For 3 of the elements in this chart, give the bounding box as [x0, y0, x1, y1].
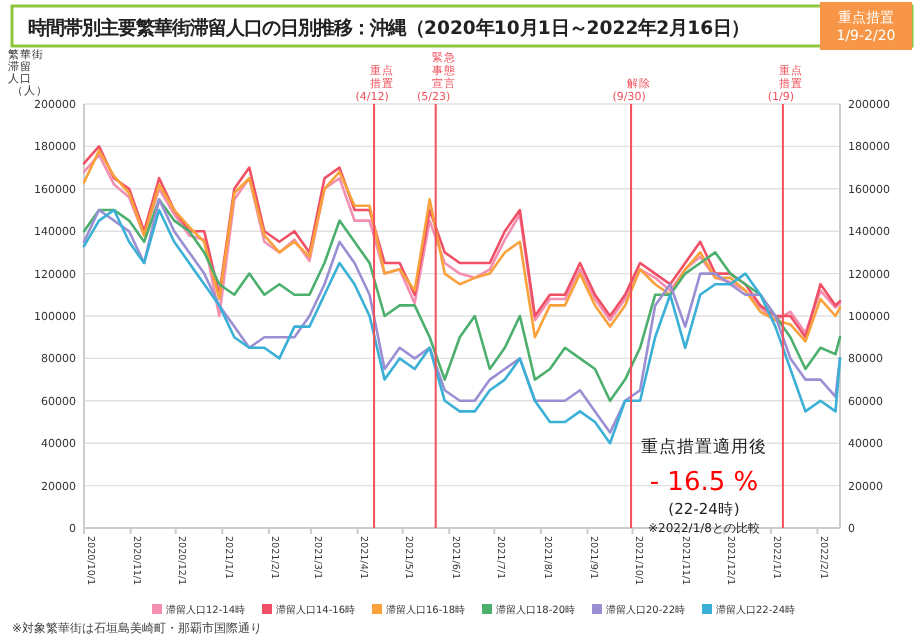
- annotation: 重点措置適用後: [641, 436, 767, 458]
- annotation: - 16.5 %: [649, 468, 759, 498]
- chart-title: 時間帯別主要繁華街滞留人口の日別推移：沖縄（2020年10月1日～2022年2月16日）: [28, 18, 750, 40]
